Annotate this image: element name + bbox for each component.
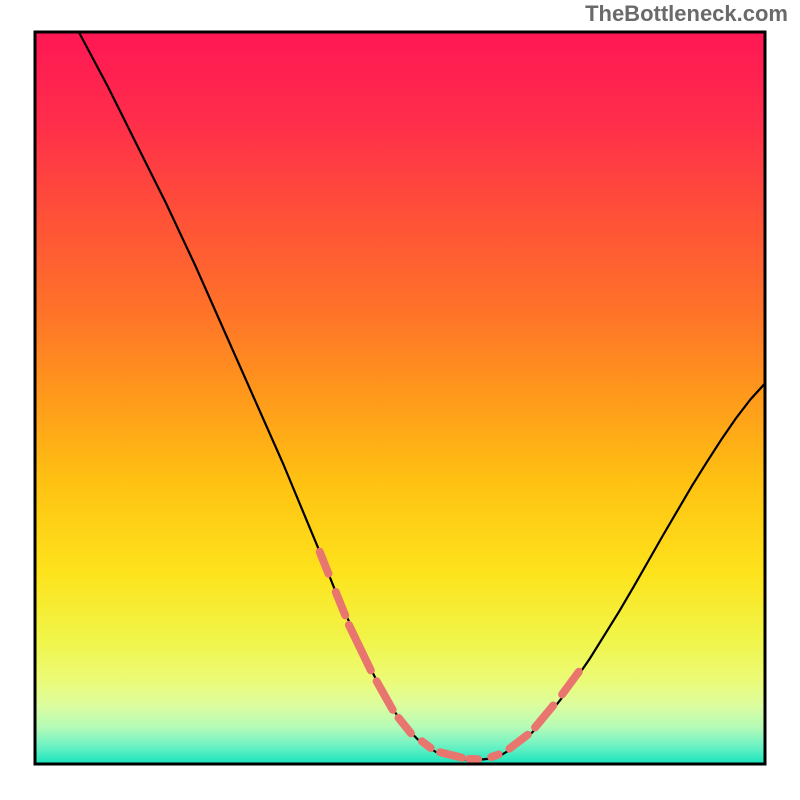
highlight-dash (422, 741, 431, 748)
plot-background (35, 32, 765, 764)
bottleneck-chart (0, 0, 800, 800)
watermark-text: TheBottleneck.com (585, 1, 788, 27)
highlight-dash (440, 752, 462, 757)
highlight-dash (491, 754, 498, 757)
